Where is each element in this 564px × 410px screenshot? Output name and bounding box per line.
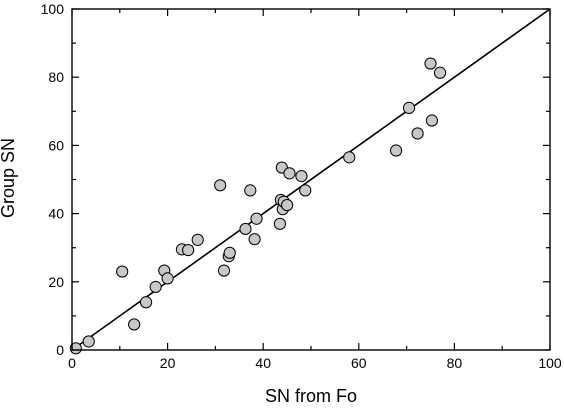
data-point — [182, 243, 195, 257]
x-tick-label: 20 — [160, 355, 176, 371]
data-point — [281, 198, 294, 212]
data-point — [343, 151, 356, 164]
data-point — [295, 169, 308, 183]
x-tick-label: 0 — [68, 355, 76, 371]
data-point — [402, 101, 416, 114]
data-point — [116, 265, 129, 278]
y-tick-label: 40 — [48, 206, 64, 222]
x-axis-label: SN from Fo — [265, 386, 357, 406]
data-point — [217, 264, 231, 277]
y-tick-label: 100 — [41, 1, 65, 17]
x-tick-label: 100 — [538, 355, 562, 371]
y-tick-label: 60 — [48, 137, 64, 153]
data-point — [248, 233, 261, 246]
data-point — [214, 179, 227, 192]
data-point — [223, 246, 236, 259]
data-point — [299, 184, 312, 197]
y-tick-label: 0 — [56, 342, 64, 358]
axes-layer: 0 20 40 60 80 100 0 20 40 60 80 100 — [41, 1, 562, 371]
reference-line-layer — [71, 8, 551, 351]
data-point — [411, 127, 424, 140]
x-tick-label: 60 — [351, 355, 367, 371]
data-point — [273, 217, 287, 230]
reference-line — [71, 8, 551, 351]
data-point — [239, 222, 252, 236]
data-point — [425, 114, 439, 127]
data-point — [244, 184, 257, 197]
data-point — [128, 318, 141, 331]
data-point — [389, 144, 403, 157]
data-point — [69, 342, 82, 355]
data-point — [161, 272, 174, 285]
data-point — [149, 280, 162, 294]
data-point — [433, 66, 447, 79]
data-points-layer — [69, 57, 447, 355]
data-point — [283, 167, 296, 180]
data-point — [139, 296, 153, 309]
data-point — [250, 212, 263, 225]
y-tick-label: 80 — [48, 69, 64, 85]
y-axis-label: Group SN — [0, 138, 18, 218]
data-point — [191, 233, 204, 246]
x-tick-label: 80 — [447, 355, 463, 371]
data-point — [424, 57, 437, 70]
y-tick-label: 20 — [48, 274, 64, 290]
x-tick-label: 40 — [255, 355, 271, 371]
data-point — [82, 335, 95, 348]
